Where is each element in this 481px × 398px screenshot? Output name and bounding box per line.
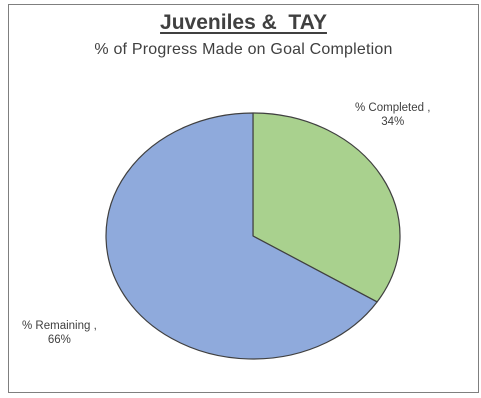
slice-label-remaining: % Remaining , 66% xyxy=(22,319,97,347)
slice-label-remaining-value: 66% xyxy=(47,334,71,346)
chart-subtitle: % of Progress Made on Goal Completion xyxy=(94,41,393,58)
pie-slice-completed xyxy=(252,112,401,303)
slice-label-completed-name: % Completed , xyxy=(355,102,431,114)
slice-label-completed: % Completed , 34% xyxy=(355,101,430,129)
pie-slice-remaining xyxy=(105,112,378,360)
slice-label-completed-value: 34% xyxy=(381,116,405,128)
chart-title: Juveniles & TAY xyxy=(160,11,327,34)
slice-label-remaining-name: % Remaining , xyxy=(22,320,97,332)
